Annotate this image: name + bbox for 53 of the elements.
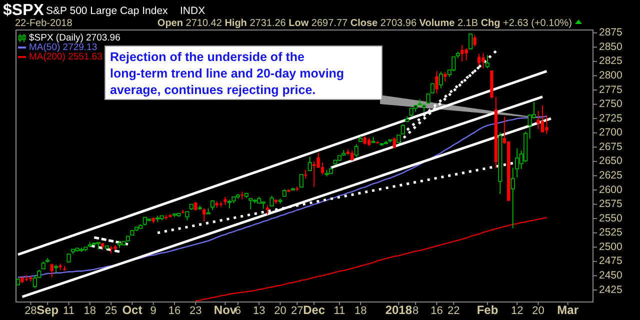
x-tick-label: Nov: [214, 303, 237, 318]
x-tick-label: Sep: [36, 303, 59, 318]
annotation: Rejection of the underside of the long-term trend line and 20-day moving average, continues rejecting price.: [110, 50, 344, 97]
x-tick-label: 20: [274, 304, 286, 317]
y-tick-label: 2475: [599, 255, 623, 268]
x-tick-label: 20: [532, 304, 544, 317]
y-tick-label: 2450: [599, 269, 623, 282]
y-tick-label: 2875: [599, 26, 623, 39]
y-tick-label: 2750: [599, 98, 623, 110]
y-tick-label: 2425: [599, 284, 623, 296]
y-tick-label: 2625: [599, 169, 623, 182]
y-tick-label: 2525: [599, 226, 623, 239]
text: INDX: [180, 5, 206, 17]
x-tick-label: 18: [84, 304, 96, 317]
x-tick-label: 27: [291, 304, 304, 317]
text: Open 2710.42 High 2731.26 Low 2697.77 Close 2703.96 Volume 2.1B Chg +2.63 (+0.10%): [157, 18, 572, 29]
x-tick-label: 9: [150, 304, 156, 317]
chart-title: $SPX: [3, 2, 44, 19]
y-tick-label: 2575: [599, 198, 623, 210]
x-tick-label: 11: [334, 304, 346, 317]
legend-label: MA(50) 2729.13: [29, 42, 98, 54]
y-tick-label: 2650: [599, 155, 623, 168]
y-tick-label: 2800: [599, 69, 623, 82]
x-tick-label: 16: [168, 304, 181, 317]
x-tick-label: 12: [510, 304, 524, 317]
x-tick-label: Mar: [557, 303, 579, 318]
x-tick-label: 13: [252, 304, 266, 317]
x-tick-label: 11: [63, 304, 74, 317]
y-tick-label: 2825: [599, 55, 623, 68]
x-tick-label: 6: [234, 304, 242, 317]
y-tick-label: 2725: [599, 112, 623, 124]
y-tick-label: 2775: [599, 84, 623, 96]
y-tick-label: 2550: [599, 212, 623, 224]
y-tick-label: 2600: [599, 184, 623, 196]
x-tick-label: 22: [448, 304, 460, 317]
x-tick-label: 28: [24, 304, 37, 317]
x-tick-label: 23: [190, 304, 202, 317]
x-tick-label: 25: [104, 304, 118, 317]
y-tick-label: 2675: [599, 140, 623, 153]
x-tick-label: Oct: [122, 303, 142, 318]
x-tick-label: Dec: [303, 303, 326, 318]
x-tick-label: 2018: [385, 303, 412, 318]
chart-subtitle: S&P 500 Large Cap Index: [46, 5, 169, 17]
y-tick-label: 2850: [599, 40, 623, 53]
text: 22-Feb-2018: [15, 18, 73, 29]
y-tick-label: 2700: [599, 126, 623, 139]
x-tick-label: 8: [412, 304, 419, 317]
x-tick-label: 18: [354, 304, 367, 317]
legend-label: $SPX (Daily) 2703.96: [29, 32, 120, 44]
legend-label: MA(200) 2551.63: [29, 52, 102, 63]
x-tick-label: Feb: [476, 303, 498, 318]
x-tick-label: 16: [430, 304, 443, 317]
y-tick-label: 2500: [599, 240, 623, 253]
